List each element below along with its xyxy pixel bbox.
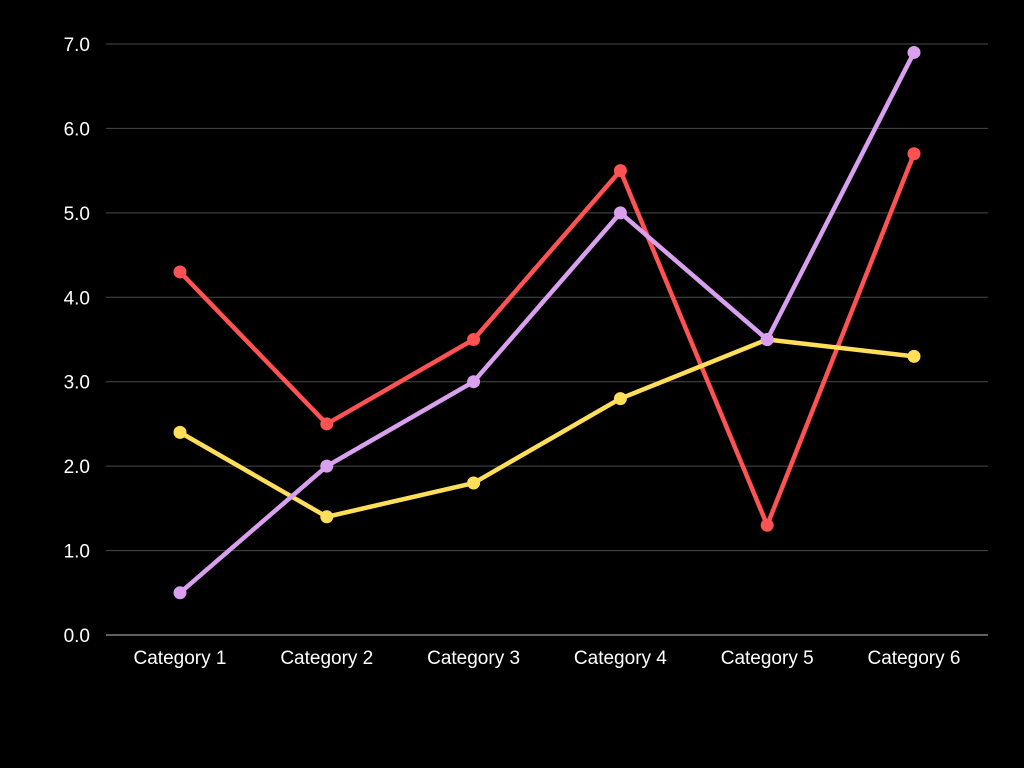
data-point [467, 375, 481, 389]
y-tick-label: 1.0 [64, 542, 90, 563]
x-tick-label: Category 5 [721, 648, 814, 669]
x-axis-ticks: Category 1 Category 2 Category 3 Category 4… [134, 648, 961, 669]
series-lines [173, 45, 921, 600]
series-line [177, 50, 917, 596]
series-3 [173, 45, 921, 600]
series-1 [173, 147, 921, 532]
data-point [467, 333, 481, 346]
data-point [320, 417, 334, 431]
data-point [613, 164, 627, 178]
series-line [177, 151, 917, 528]
data-point [613, 392, 627, 406]
grid-lines [106, 43, 988, 636]
series-2 [173, 333, 921, 524]
y-tick-label: 3.0 [64, 373, 90, 394]
x-tick-label: Category 2 [280, 648, 373, 669]
y-tick-label: 5.0 [64, 204, 90, 225]
y-tick-label: 7.0 [64, 35, 90, 56]
y-tick-label: 6.0 [64, 119, 90, 140]
x-tick-label: Category 3 [427, 648, 520, 669]
data-point [907, 147, 921, 161]
x-tick-label: Category 6 [868, 648, 961, 669]
data-point [613, 206, 627, 220]
y-tick-label: 4.0 [64, 288, 90, 309]
x-tick-label: Category 1 [134, 648, 227, 669]
y-axis-ticks: 0.0 1.0 2.0 3.0 4.0 5.0 6.0 7.0 [64, 35, 90, 647]
data-point [907, 45, 921, 59]
data-point [760, 518, 774, 532]
series-line [177, 337, 917, 520]
data-point [320, 459, 334, 473]
data-point [907, 349, 921, 363]
y-tick-label: 2.0 [64, 457, 90, 478]
data-point [173, 586, 187, 600]
data-point [320, 510, 334, 524]
data-point [467, 476, 481, 490]
data-point [173, 425, 187, 439]
y-tick-label: 0.0 [64, 626, 90, 647]
data-point [760, 333, 774, 346]
x-tick-label: Category 4 [574, 648, 667, 669]
data-point [173, 265, 187, 279]
